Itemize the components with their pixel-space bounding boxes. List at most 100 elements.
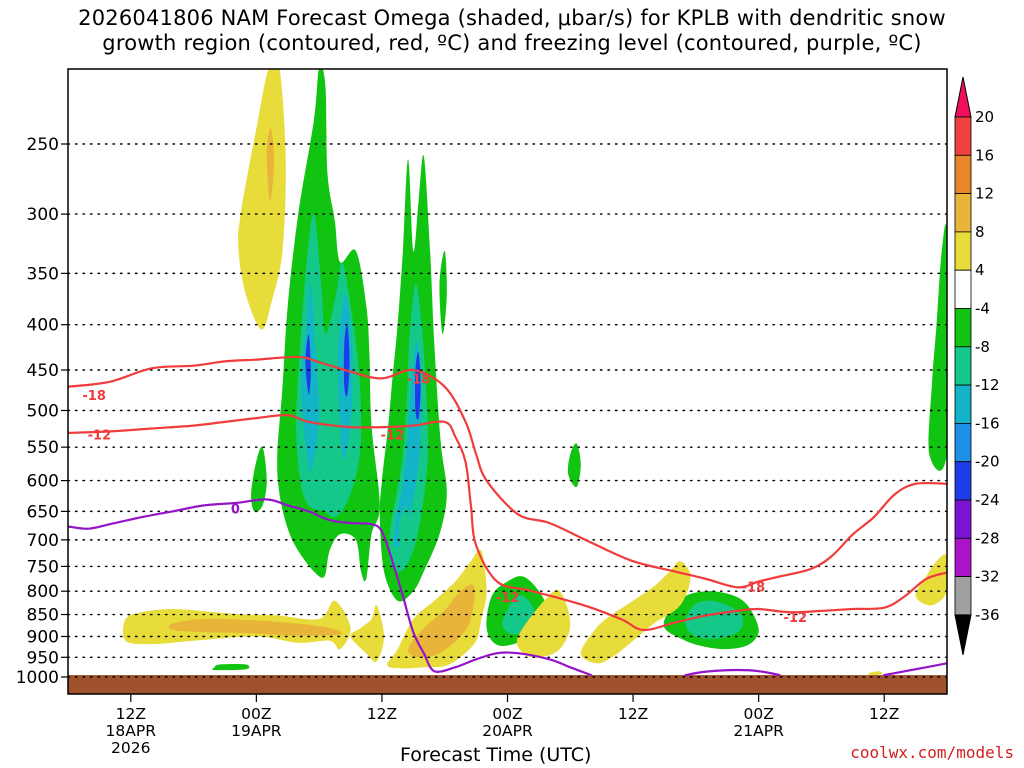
colorbar-swatch-4 bbox=[954, 269, 972, 309]
y-tick-label-1000: 1000 bbox=[16, 668, 59, 688]
omega-region-20 bbox=[211, 664, 250, 671]
y-tick-label-550: 550 bbox=[27, 438, 59, 458]
colorbar-label-6: -8 bbox=[975, 338, 990, 356]
omega-region-19 bbox=[928, 223, 947, 471]
contour-m12 bbox=[68, 413, 947, 632]
y-tick-label-250: 250 bbox=[27, 135, 59, 155]
x-tick-label-1-0: 00Z bbox=[241, 705, 271, 723]
colorbar-top-arrow bbox=[954, 76, 972, 118]
omega-region-1 bbox=[266, 128, 275, 202]
contour-label-2: -18 bbox=[407, 372, 431, 387]
colorbar-swatch-5 bbox=[954, 308, 972, 348]
omega-region-29 bbox=[915, 554, 947, 606]
colorbar-swatch-2 bbox=[954, 193, 972, 233]
footer-credit: coolwx.com/models bbox=[850, 743, 1014, 762]
omega-shading-layer bbox=[122, 69, 947, 676]
x-tick-label-0-0: 12Z bbox=[116, 705, 146, 723]
y-tick-label-900: 900 bbox=[27, 627, 59, 647]
contour-0 bbox=[68, 498, 593, 677]
contour-lines bbox=[68, 355, 947, 677]
surface-terrain bbox=[68, 675, 947, 694]
colorbar-label-10: -24 bbox=[975, 491, 1000, 509]
omega-region-10 bbox=[394, 341, 422, 548]
x-tick-label-5-1: 21APR bbox=[733, 722, 784, 740]
y-axis: 2503003504004505005506006507007508008509… bbox=[16, 135, 68, 688]
colorbar-label-2: 12 bbox=[975, 185, 994, 203]
y-tick-label-400: 400 bbox=[27, 316, 59, 336]
contour-0mb bbox=[684, 668, 781, 677]
colorbar-swatch-7 bbox=[954, 384, 972, 424]
omega-region-21 bbox=[398, 505, 410, 557]
y-tick-label-300: 300 bbox=[27, 205, 59, 225]
omega-region-7 bbox=[343, 324, 350, 397]
omega-region-6 bbox=[305, 334, 311, 395]
y-tick-label-800: 800 bbox=[27, 582, 59, 602]
y-tick-label-700: 700 bbox=[27, 531, 59, 551]
colorbar-swatch-1 bbox=[954, 154, 972, 195]
x-tick-label-5-0: 00Z bbox=[743, 705, 773, 723]
chart-title-line-2: growth region (contoured, red, ºC) and f… bbox=[102, 31, 922, 55]
y-tick-label-350: 350 bbox=[27, 264, 59, 284]
colorbar-label-12: -32 bbox=[975, 568, 1000, 586]
colorbar-swatch-11 bbox=[954, 537, 972, 577]
x-tick-label-4-0: 12Z bbox=[618, 705, 648, 723]
ground-surface bbox=[68, 675, 947, 694]
y-tick-label-600: 600 bbox=[27, 472, 59, 492]
colorbar-swatch-8 bbox=[954, 422, 972, 463]
colorbar-swatch-3 bbox=[954, 231, 972, 271]
omega-region-28 bbox=[580, 561, 691, 664]
omega-region-27 bbox=[516, 590, 571, 658]
colorbar: 20 16 12 8 4 -4 -8 -12 -16 -20 -24 -28 -32 -36 bbox=[954, 76, 1000, 655]
omega-region-17 bbox=[685, 600, 744, 639]
colorbar-label-3: 8 bbox=[975, 223, 985, 241]
y-tick-label-650: 650 bbox=[27, 502, 59, 522]
contour-0mc bbox=[883, 662, 947, 677]
y-tick-label-450: 450 bbox=[27, 361, 59, 381]
contour-label-7: 0 bbox=[231, 502, 240, 517]
contour-label-6: -12 bbox=[784, 611, 808, 626]
omega-region-12 bbox=[251, 446, 267, 513]
x-tick-label-3-0: 00Z bbox=[492, 705, 522, 723]
colorbar-swatch-9 bbox=[954, 461, 972, 501]
omega-region-25 bbox=[387, 549, 487, 669]
omega-region-0 bbox=[238, 69, 286, 330]
colorbar-swatch-10 bbox=[954, 499, 972, 539]
omega-region-11 bbox=[415, 352, 421, 420]
colorbar-label-4: 4 bbox=[975, 261, 985, 279]
colorbar-label-9: -20 bbox=[975, 453, 1000, 471]
x-tick-label-3-1: 20APR bbox=[482, 722, 533, 740]
colorbar-label-5: -4 bbox=[975, 300, 990, 318]
x-tick-label-2-0: 12Z bbox=[367, 705, 397, 723]
contour-m18 bbox=[68, 355, 947, 589]
x-tick-label-0-1: 18APR bbox=[106, 722, 157, 740]
chart-title-line-1: 2026041806 NAM Forecast Omega (shaded, μ… bbox=[78, 6, 946, 30]
contour-labels: -18 -12 -18 -12 -12 -18 -12 0 bbox=[82, 372, 807, 625]
y-tick-label-950: 950 bbox=[27, 648, 59, 668]
y-tick-label-850: 850 bbox=[27, 606, 59, 626]
colorbar-label-11: -28 bbox=[975, 529, 1000, 547]
colorbar-bottom-arrow bbox=[954, 614, 972, 655]
colorbar-label-0: 20 bbox=[975, 108, 994, 126]
contour-label-5: -18 bbox=[742, 580, 766, 595]
contour-label-4: -12 bbox=[496, 591, 520, 606]
omega-region-23 bbox=[168, 618, 342, 636]
omega-region-24 bbox=[350, 604, 384, 662]
colorbar-label-1: 16 bbox=[975, 146, 994, 164]
x-tick-label-1-1: 19APR bbox=[231, 722, 282, 740]
colorbar-swatch-12 bbox=[954, 576, 972, 616]
x-tick-label-0-2: 2026 bbox=[111, 739, 150, 757]
colorbar-label-13: -36 bbox=[975, 606, 1000, 624]
y-tick-label-750: 750 bbox=[27, 557, 59, 577]
omega-region-13 bbox=[439, 250, 447, 335]
x-axis-label: Forecast Time (UTC) bbox=[400, 744, 592, 766]
colorbar-label-7: -12 bbox=[975, 376, 1000, 394]
omega-region-18 bbox=[567, 443, 581, 488]
colorbar-swatch-6 bbox=[954, 346, 972, 386]
y-tick-label-500: 500 bbox=[27, 402, 59, 422]
contour-label-3: -12 bbox=[381, 428, 405, 443]
colorbar-swatch-0 bbox=[954, 116, 972, 156]
omega-region-26 bbox=[408, 584, 475, 658]
x-tick-label-6-0: 12Z bbox=[869, 705, 899, 723]
